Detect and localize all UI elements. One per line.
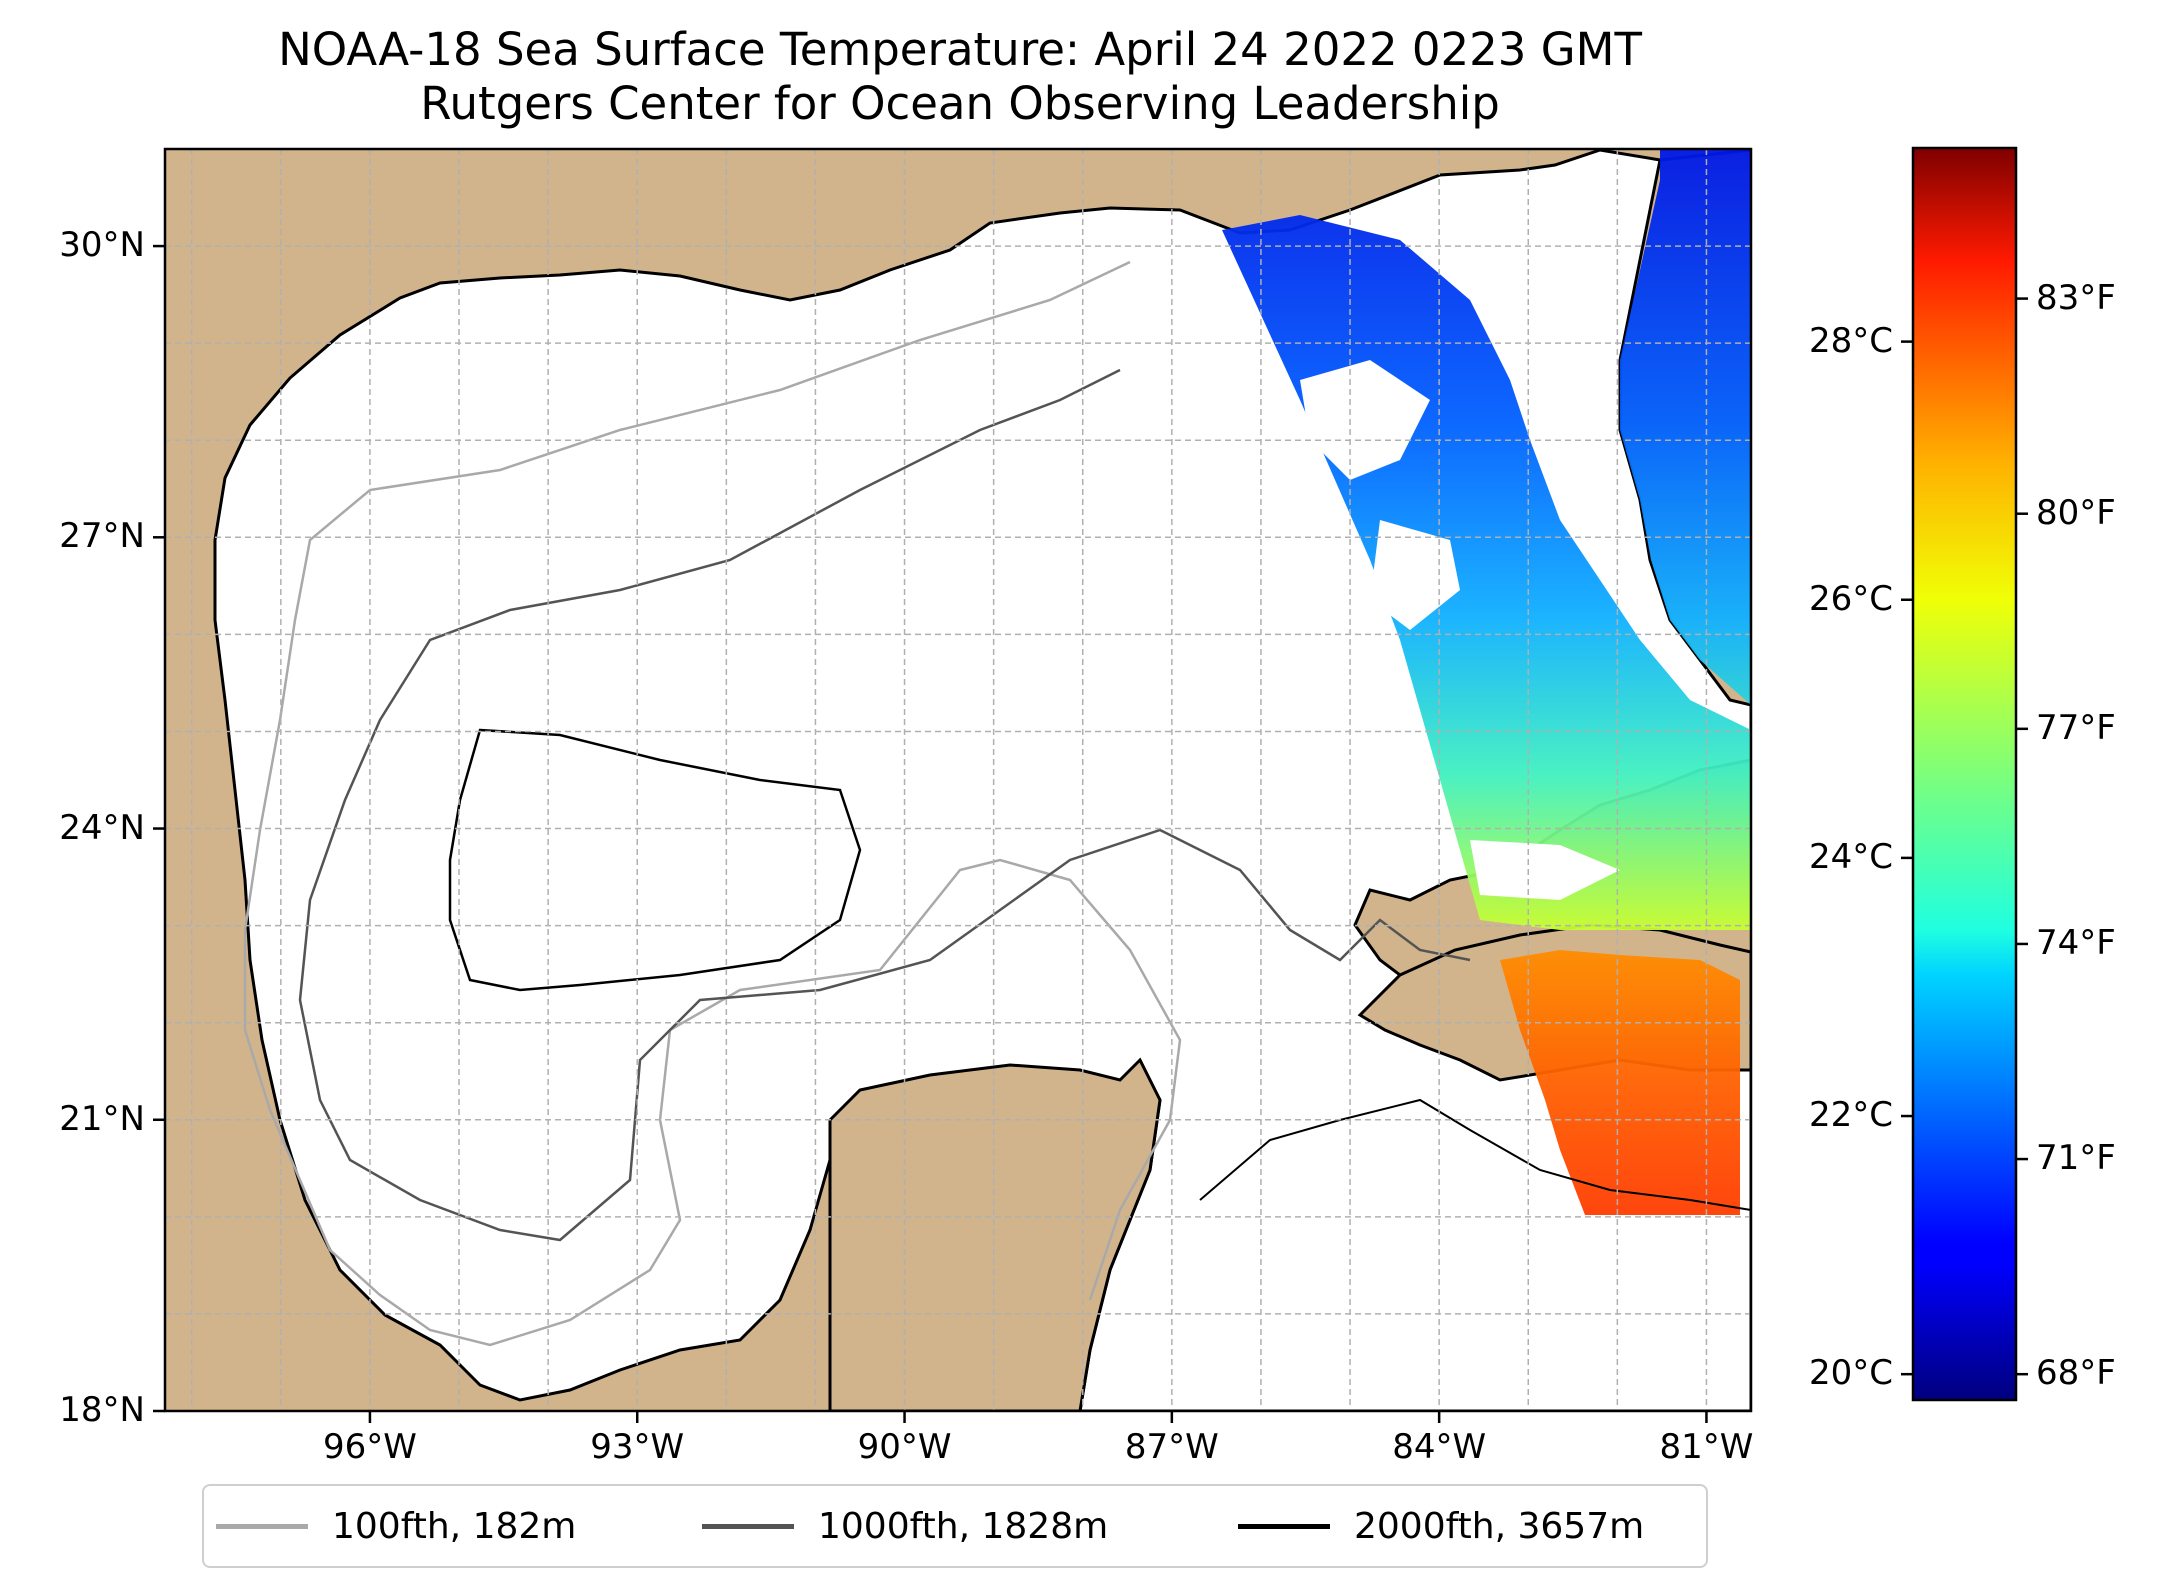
cloud-gap-2 bbox=[1370, 520, 1460, 630]
colorbar bbox=[1911, 146, 2018, 1402]
sst-swath-cuba bbox=[1500, 950, 1740, 1215]
lat-tick-label: 18°N bbox=[59, 1390, 145, 1430]
lat-tick-label: 27°N bbox=[59, 516, 145, 557]
legend-swatch-100fth bbox=[216, 1523, 308, 1529]
celsius-tick-label: 28°C bbox=[1808, 320, 1893, 361]
celsius-tick-label: 24°C bbox=[1808, 836, 1893, 877]
map-title: NOAA-18 Sea Surface Temperature: April 2… bbox=[278, 23, 1642, 76]
lat-tick-label: 24°N bbox=[59, 807, 145, 848]
legend-label-100fth: 100fth, 182m bbox=[332, 1505, 577, 1547]
cloud-gap-3 bbox=[1470, 840, 1620, 900]
lat-lon-grid bbox=[165, 149, 1751, 1411]
fahrenheit-tick-label: 83°F bbox=[2036, 277, 2116, 318]
legend-item-1000fth: 1000fth, 1828m bbox=[702, 1486, 1108, 1566]
celsius-tick-label: 20°C bbox=[1808, 1353, 1893, 1394]
fahrenheit-tick-label: 80°F bbox=[2036, 492, 2116, 533]
cloud-gap-1 bbox=[1300, 360, 1430, 480]
lat-tick-label: 21°N bbox=[59, 1098, 145, 1139]
map-subtitle: Rutgers Center for Ocean Observing Leade… bbox=[420, 77, 1500, 130]
fahrenheit-tick-label: 74°F bbox=[2036, 922, 2116, 963]
lon-tick-label: 96°W bbox=[322, 1427, 417, 1467]
colorbar-tick-marks bbox=[1901, 297, 2028, 1376]
map-area bbox=[165, 149, 1751, 1411]
celsius-tick-label: 26°C bbox=[1808, 578, 1893, 619]
fahrenheit-tick-label: 77°F bbox=[2036, 707, 2116, 748]
legend-label-2000fth: 2000fth, 3657m bbox=[1354, 1505, 1645, 1547]
celsius-tick-label: 22°C bbox=[1808, 1095, 1893, 1136]
depth-contour-legend: 100fth, 182m 1000fth, 1828m 2000fth, 365… bbox=[202, 1484, 1708, 1568]
lon-tick-label: 87°W bbox=[1124, 1427, 1219, 1467]
lon-tick-label: 81°W bbox=[1659, 1427, 1754, 1467]
map-tick-marks bbox=[153, 244, 1708, 1423]
legend-item-100fth: 100fth, 182m bbox=[216, 1486, 576, 1566]
fahrenheit-tick-label: 68°F bbox=[2036, 1353, 2116, 1394]
contour-1000fth bbox=[298, 368, 1471, 1242]
map-frame bbox=[163, 147, 1753, 1413]
fahrenheit-tick-label: 71°F bbox=[2036, 1138, 2116, 1179]
sst-swath-florida bbox=[1222, 150, 1751, 930]
contour-100fth bbox=[243, 260, 1182, 1347]
legend-swatch-1000fth bbox=[702, 1523, 794, 1529]
yucatan-land bbox=[828, 1057, 1162, 1411]
contour-2000fth bbox=[448, 728, 862, 992]
legend-label-1000fth: 1000fth, 1828m bbox=[818, 1505, 1109, 1547]
lon-tick-label: 93°W bbox=[590, 1427, 685, 1467]
lon-tick-label: 90°W bbox=[857, 1427, 952, 1467]
contour-2000fth-caribbean bbox=[1199, 1098, 1751, 1211]
legend-swatch-2000fth bbox=[1238, 1523, 1330, 1529]
legend-item-2000fth: 2000fth, 3657m bbox=[1238, 1486, 1644, 1566]
lat-tick-label: 30°N bbox=[59, 225, 145, 266]
lon-tick-label: 84°W bbox=[1392, 1427, 1487, 1467]
